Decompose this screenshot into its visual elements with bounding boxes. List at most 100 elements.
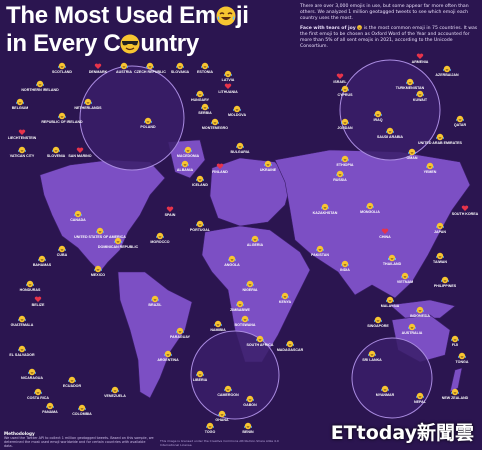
emoji-mouth [96, 269, 100, 271]
emoji-face [214, 320, 222, 328]
country-label: PAKISTAN [311, 253, 329, 257]
emoji-face [386, 296, 394, 304]
emoji-mouth [153, 299, 157, 301]
country: AZERBAIJAN [435, 65, 459, 77]
emoji-mouth [243, 319, 247, 321]
methodology-title: Methodology [4, 431, 35, 436]
emoji-face [436, 252, 444, 260]
emoji-tears [18, 349, 26, 351]
emoji-mouth [70, 380, 74, 382]
country-label: NEW ZEALAND [442, 396, 469, 400]
source: This image is licensed under the Creativ… [160, 439, 279, 447]
emoji-face [416, 306, 424, 314]
emoji-tears [176, 66, 184, 68]
country-label: SRI LANKA [362, 358, 382, 362]
emoji-mouth [235, 109, 239, 111]
emoji-mouth [198, 94, 202, 96]
country-label: ICELAND [192, 183, 208, 187]
country: QATAR [454, 115, 467, 127]
emoji-tears [341, 264, 349, 266]
country: BRAZIL [148, 295, 162, 307]
emoji-face [341, 260, 349, 268]
country-label: ISRAEL [333, 80, 347, 84]
country-label: TAIWAN [433, 260, 447, 264]
country: GUATEMALA [11, 315, 34, 327]
emoji-tears [224, 389, 232, 391]
emoji-tears [408, 327, 416, 329]
emoji-tears [111, 390, 119, 392]
country: BELGIUM [12, 98, 28, 110]
emoji-face [18, 345, 26, 353]
emoji-tears [316, 249, 324, 251]
emoji-mouth [343, 264, 347, 266]
country-label: ZIMBABWE [230, 308, 250, 312]
country: SERBIA [198, 103, 212, 115]
emoji-face [426, 162, 434, 170]
emoji-heart [416, 53, 424, 59]
emoji-tears [164, 354, 172, 356]
emoji-tears [388, 258, 396, 260]
emoji-mouth [403, 276, 407, 278]
country: VENEZUELA [104, 386, 126, 398]
country: ISRAEL [333, 73, 347, 84]
country-label: IRAQ [374, 118, 383, 122]
emoji-mouth [158, 236, 162, 238]
emoji-mouth [166, 354, 170, 356]
emoji-tears [443, 69, 451, 71]
emoji-face [84, 98, 92, 106]
emoji-mouth [80, 408, 84, 410]
emoji-face [336, 170, 344, 178]
country: SRI LANKA [362, 350, 382, 362]
emoji-face [144, 117, 152, 125]
country: LIECHTENSTEIN [8, 129, 37, 140]
country-label: SLOVAKIA [171, 70, 190, 74]
emoji-heart [18, 129, 26, 135]
emoji-mouth [148, 66, 152, 68]
emoji-tears [246, 399, 254, 401]
emoji-tears [214, 324, 222, 326]
emoji-face [341, 85, 349, 93]
country-label: CZECH REPUBLIC [134, 70, 166, 74]
emoji-tears [74, 214, 82, 216]
emoji-tears [251, 239, 259, 241]
emoji-face [58, 62, 66, 70]
country-label: KUWAIT [413, 98, 428, 102]
country: CAMEROON [217, 385, 239, 397]
country: JAPAN [434, 222, 446, 234]
country-label: KENYA [279, 300, 292, 304]
emoji-mouth [246, 426, 250, 428]
country: VIETNAM [397, 272, 413, 284]
country-label: OMAN [407, 156, 418, 160]
emoji-mouth [76, 214, 80, 216]
country-label: FIJI [452, 343, 458, 347]
country-label: SOUTH AFRICA [246, 343, 273, 347]
country: TAIWAN [433, 252, 447, 264]
emoji-mouth [343, 159, 347, 161]
emoji-face [224, 70, 232, 78]
emoji-face [228, 255, 236, 263]
emoji-mouth [48, 406, 52, 408]
middle-east-zoom [339, 59, 441, 161]
country: INDONESIA [410, 306, 430, 318]
emoji-mouth [418, 310, 422, 312]
emoji-tears [336, 174, 344, 176]
emoji-face [436, 133, 444, 141]
country-label: MOLDOVA [228, 113, 247, 117]
emoji-tears [38, 259, 46, 261]
emoji-mouth [453, 339, 457, 341]
country: KUWAIT [413, 90, 428, 102]
emoji-mouth [178, 331, 182, 333]
highlight-lead: Face with tears of joy [300, 26, 356, 31]
emoji-face [52, 146, 60, 154]
country-label: BELIZE [32, 303, 45, 307]
emoji-face [451, 388, 459, 396]
country: CZECH REPUBLIC [134, 62, 166, 74]
country: UNITED STATES OF AMERICA [74, 227, 126, 239]
country: MALAYSIA [381, 296, 400, 308]
emoji-tears [341, 159, 349, 161]
emoji-tears [114, 241, 122, 243]
emoji-tears [151, 299, 159, 301]
country: UKRAINE [260, 160, 277, 172]
emoji-heart [216, 163, 224, 169]
country-label: MOROCCO [150, 240, 169, 244]
